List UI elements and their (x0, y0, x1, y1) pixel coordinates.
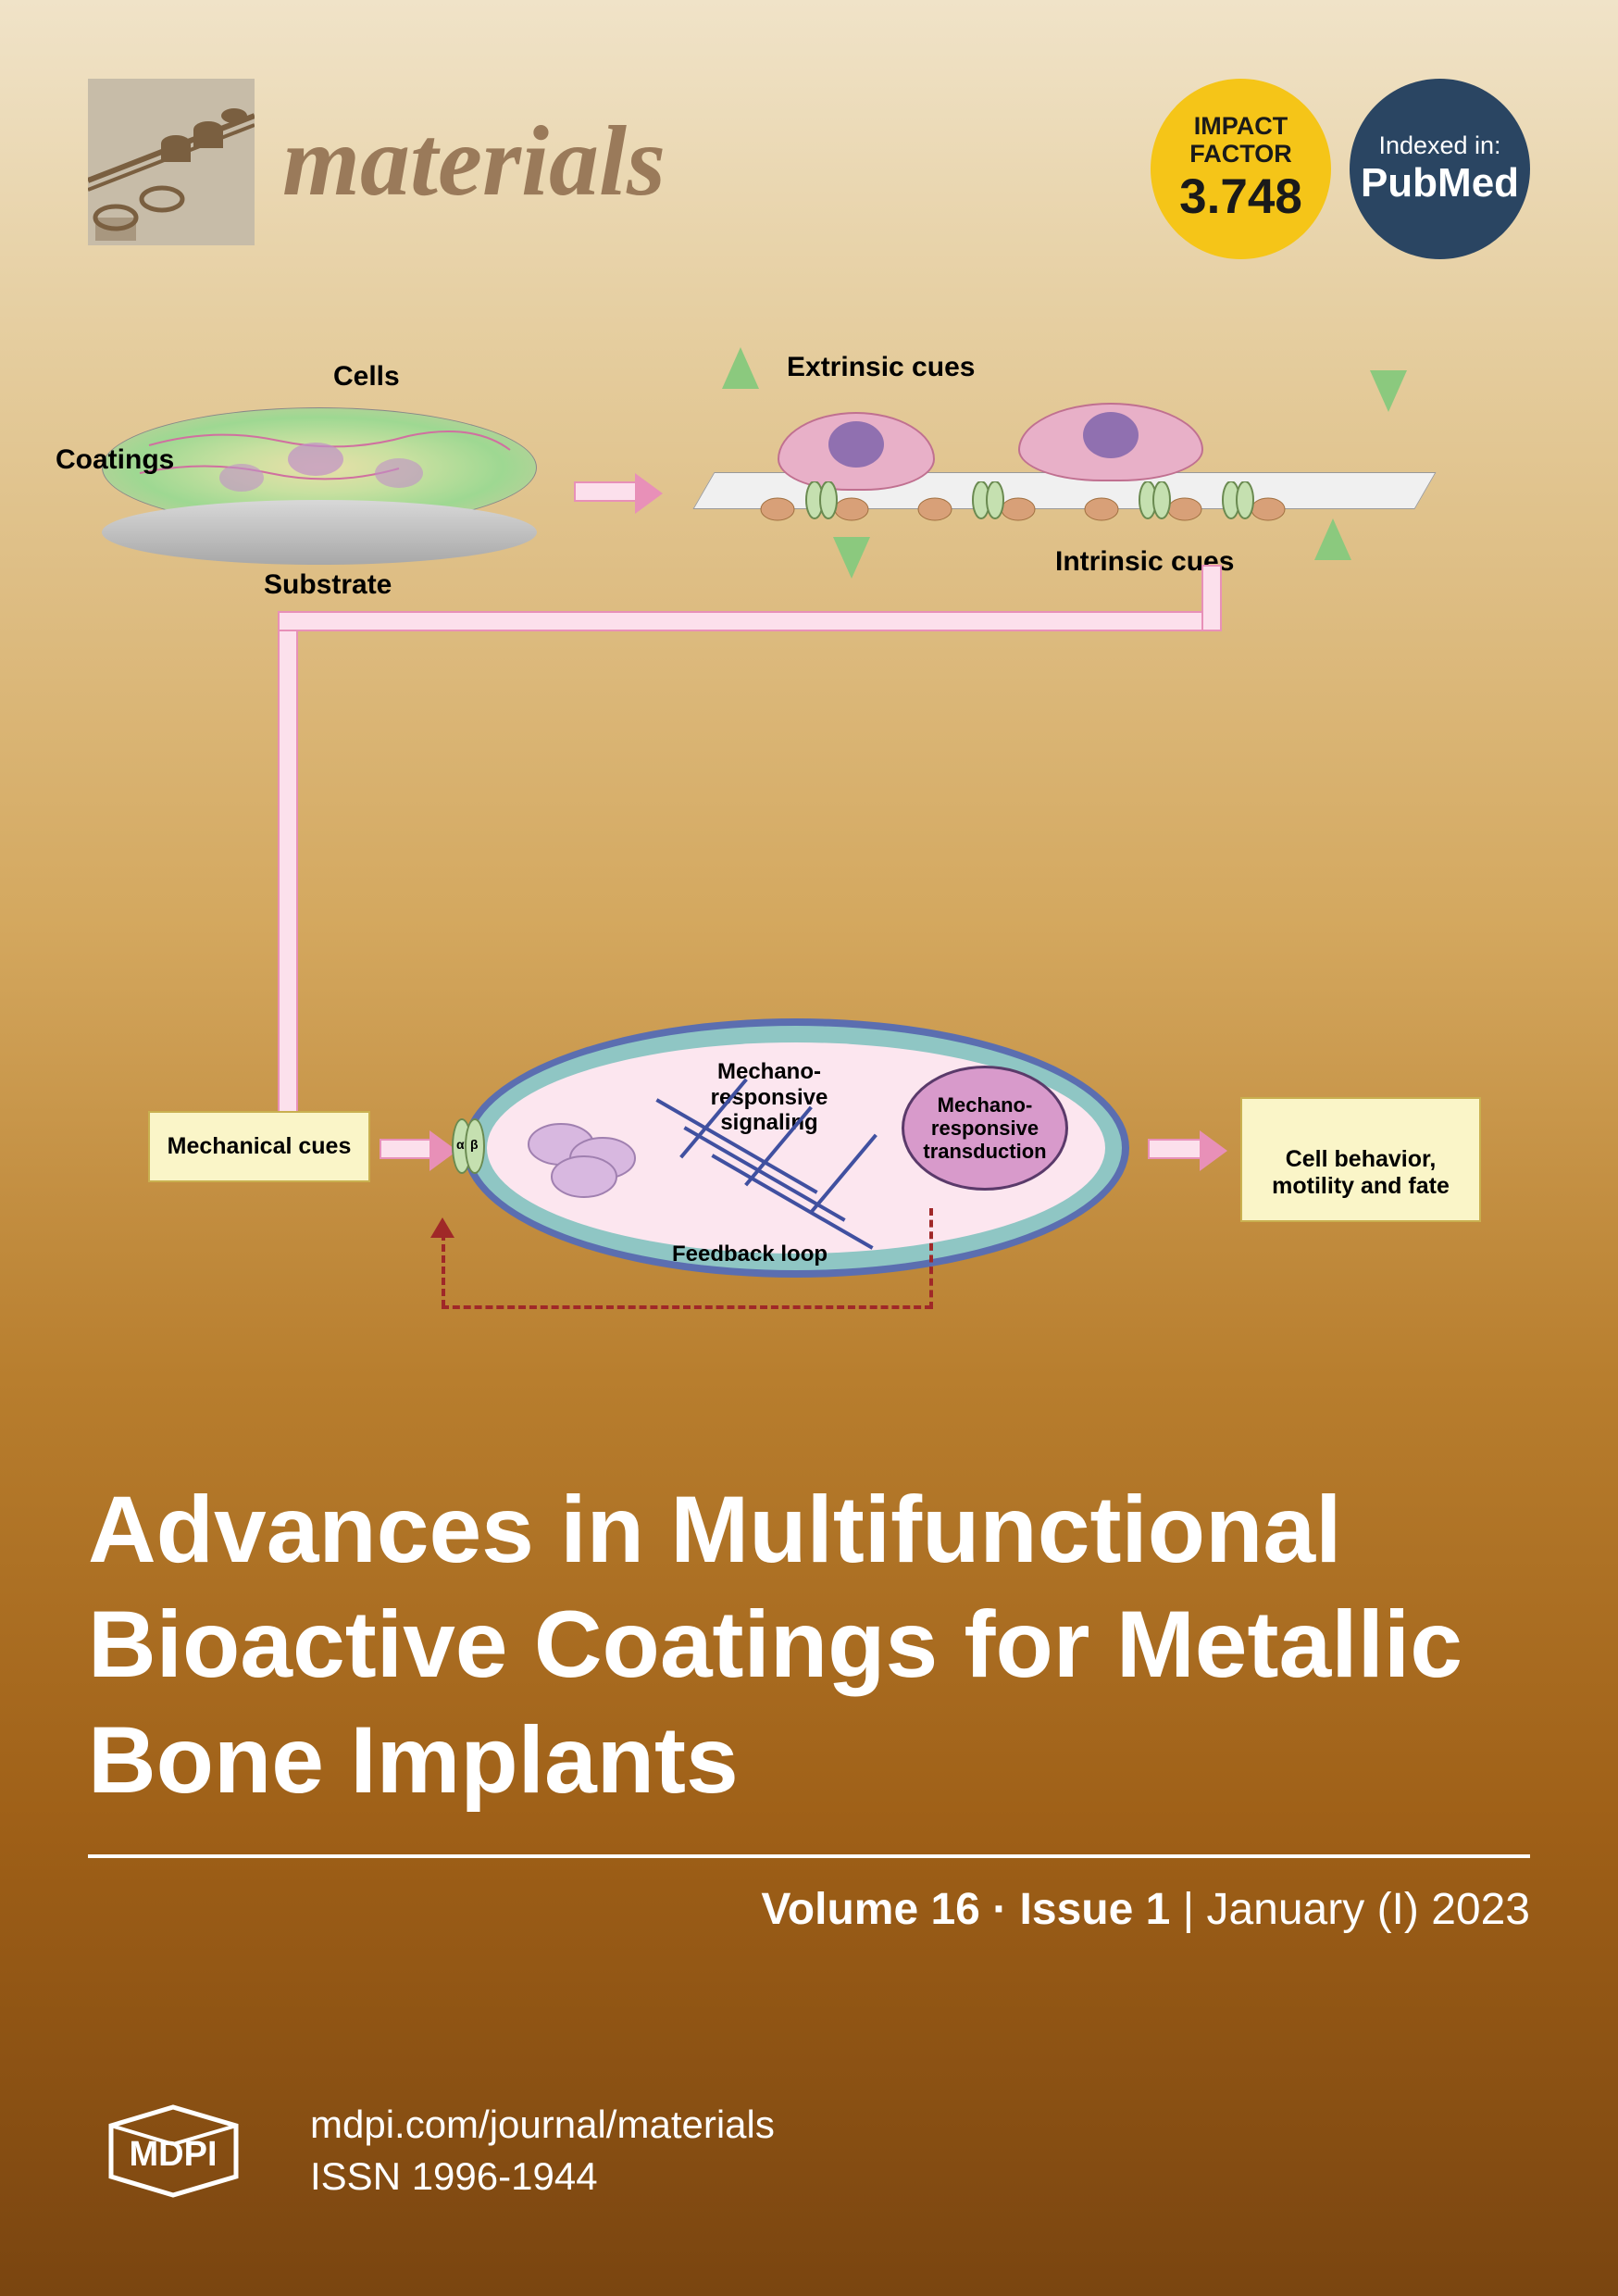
green-arrow-icon (1314, 518, 1351, 560)
cell-behavior-text: Cell behavior, motility and fate (1272, 1146, 1450, 1199)
feedback-arrowhead-icon (429, 1217, 456, 1241)
issue: Issue 1 (1020, 1885, 1171, 1934)
receptor-complex (515, 1107, 653, 1200)
receptor-icon: α β (452, 1118, 485, 1191)
title-block: Advances in Multifunctional Bioactive Co… (88, 1472, 1530, 1935)
title-divider (88, 1854, 1530, 1858)
footer-text: mdpi.com/journal/materials ISSN 1996-194… (310, 2099, 775, 2203)
coatings-label: Coatings (56, 444, 174, 476)
impact-value: 3.748 (1179, 168, 1302, 225)
pubmed-badge: Indexed in: PubMed (1350, 79, 1530, 259)
transduction-label: Mechano- responsive transduction (923, 1093, 1046, 1164)
cell-blob (1018, 403, 1203, 481)
cell-cytoplasm: Mechano-responsive signaling Mechano- re… (487, 1042, 1105, 1254)
green-arrow-icon (1370, 370, 1407, 412)
connector-vertical (278, 611, 298, 1129)
arrow-to-cues-icon (574, 481, 639, 502)
substrate-label: Substrate (264, 569, 392, 601)
journal-logo-group: materials (88, 79, 666, 245)
connector-horizontal (278, 611, 1222, 631)
cells-label: Cells (333, 361, 400, 393)
arrow-to-cell-icon (380, 1139, 433, 1159)
arrow-to-behavior-icon (1148, 1139, 1203, 1159)
impact-factor-badge: IMPACT FACTOR 3.748 (1151, 79, 1331, 259)
diagram: Cells Coatings Substrate Extrinsic cues … (56, 352, 1562, 1370)
impact-label: IMPACT FACTOR (1189, 113, 1292, 168)
journal-url: mdpi.com/journal/materials (310, 2099, 775, 2152)
nucleus: Mechano- responsive transduction (902, 1066, 1068, 1191)
green-arrow-icon (833, 537, 870, 579)
cell-blob (778, 412, 935, 491)
filament (683, 1126, 845, 1221)
mdpi-logo-icon: MDPI (88, 2103, 259, 2200)
feedback-label: Feedback loop (672, 1242, 828, 1267)
mechanical-cues-box: Mechanical cues (148, 1111, 370, 1182)
issue-date: January (I) 2023 (1206, 1885, 1530, 1934)
journal-name: materials (282, 105, 666, 219)
mechanical-cues-text: Mechanical cues (168, 1133, 352, 1159)
filament (809, 1134, 877, 1215)
feedback-line (442, 1233, 445, 1307)
feedback-line (442, 1305, 932, 1309)
badges: IMPACT FACTOR 3.748 Indexed in: PubMed (1151, 79, 1530, 259)
issn: ISSN 1996-1944 (310, 2151, 775, 2203)
article-title: Advances in Multifunctional Bioactive Co… (88, 1472, 1530, 1817)
green-arrow-icon (722, 347, 759, 389)
divider: | (1183, 1885, 1207, 1934)
connector-vertical (1201, 565, 1222, 631)
pubmed-value: PubMed (1361, 160, 1519, 206)
indexed-label: Indexed in: (1378, 131, 1500, 160)
header: materials IMPACT FACTOR 3.748 Indexed in… (88, 79, 1530, 259)
journal-logo-icon (88, 79, 255, 245)
dot: · (992, 1885, 1007, 1934)
cell-diagram: Mechano-responsive signaling Mechano- re… (463, 1018, 1129, 1278)
cell-behavior-box: Cell behavior, motility and fate (1240, 1097, 1481, 1222)
footer: MDPI mdpi.com/journal/materials ISSN 199… (88, 2099, 775, 2203)
volume: Volume 16 (761, 1885, 980, 1934)
extrinsic-label: Extrinsic cues (787, 352, 975, 383)
issue-line: Volume 16 · Issue 1 | January (I) 2023 (88, 1884, 1530, 1935)
substrate-disk-side (102, 500, 537, 565)
svg-text:MDPI: MDPI (130, 2135, 218, 2174)
feedback-line (929, 1208, 933, 1309)
